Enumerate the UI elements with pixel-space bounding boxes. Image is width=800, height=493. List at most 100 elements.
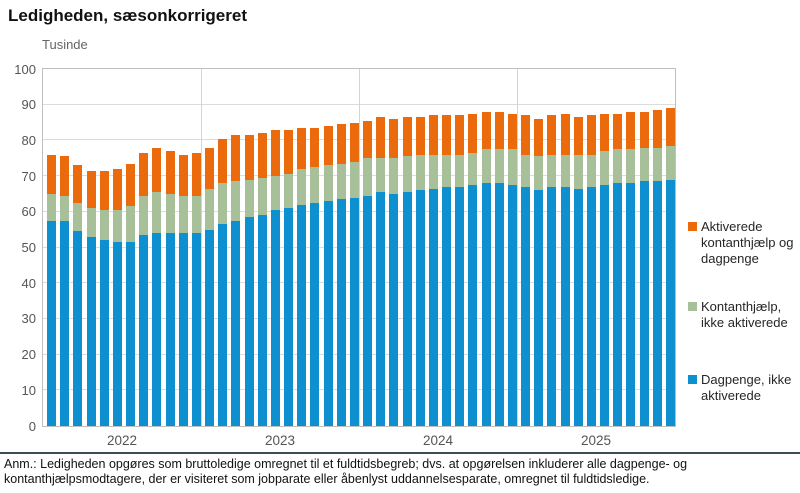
bar-segment-aktiverede	[60, 156, 70, 196]
bar-segment-aktiverede	[652, 110, 662, 148]
bar-segment-dagpenge	[494, 183, 504, 426]
bar-segment-dagpenge	[652, 181, 662, 426]
bar-segment-kontanthjaelp	[415, 154, 425, 191]
bar-segment-kontanthjaelp	[165, 193, 175, 234]
bar-segment-aktiverede	[99, 170, 109, 211]
bar-month-32	[455, 115, 465, 426]
bar-segment-kontanthjaelp	[86, 208, 96, 237]
x-tick-label-2022: 2022	[106, 433, 138, 448]
bar-segment-kontanthjaelp	[586, 154, 596, 187]
bar-segment-dagpenge	[112, 242, 122, 426]
bar-month-33	[468, 113, 478, 426]
bar-segment-aktiverede	[573, 117, 583, 155]
bar-segment-kontanthjaelp	[191, 195, 201, 234]
bar-month-13	[205, 147, 215, 426]
bar-segment-aktiverede	[639, 111, 649, 148]
bar-segment-kontanthjaelp	[626, 149, 636, 184]
footnote-divider	[0, 452, 800, 454]
bar-segment-kontanthjaelp	[126, 206, 136, 243]
bar-segment-aktiverede	[626, 111, 636, 150]
bar-month-20	[297, 127, 307, 426]
bar-segment-aktiverede	[507, 113, 517, 150]
bar-segment-kontanthjaelp	[389, 158, 399, 194]
bar-segment-aktiverede	[139, 152, 149, 196]
bar-segment-dagpenge	[389, 193, 399, 426]
bar-segment-dagpenge	[139, 235, 149, 426]
bar-segment-aktiverede	[112, 168, 122, 211]
bar-segment-kontanthjaelp	[60, 195, 70, 221]
bar-month-3	[73, 165, 83, 426]
bar-segment-kontanthjaelp	[442, 154, 452, 187]
bar-segment-aktiverede	[534, 119, 544, 157]
bar-month-35	[494, 111, 504, 426]
bar-segment-aktiverede	[73, 165, 83, 203]
bar-segment-dagpenge	[455, 186, 465, 426]
bar-segment-aktiverede	[402, 117, 412, 157]
bar-segment-kontanthjaelp	[665, 145, 675, 180]
bar-segment-kontanthjaelp	[139, 195, 149, 235]
plot-area	[42, 68, 676, 427]
bar-segment-aktiverede	[481, 111, 491, 150]
y-tick-label-90: 90	[21, 97, 36, 113]
bar-segment-kontanthjaelp	[205, 188, 215, 230]
bar-month-38	[534, 119, 544, 426]
bar-segment-dagpenge	[99, 240, 109, 426]
bar-segment-kontanthjaelp	[99, 210, 109, 241]
bar-segment-dagpenge	[205, 229, 215, 426]
bar-segment-dagpenge	[468, 185, 478, 426]
footnote: Anm.: Ledigheden opgøres som bruttoledig…	[4, 457, 798, 487]
bar-month-23	[336, 124, 346, 426]
bar-month-7	[126, 163, 136, 426]
bar-segment-kontanthjaelp	[573, 154, 583, 189]
bar-segment-kontanthjaelp	[468, 152, 478, 186]
bar-segment-aktiverede	[600, 113, 610, 152]
y-tick-label-50: 50	[21, 240, 36, 255]
bar-segment-aktiverede	[244, 135, 254, 180]
gridline-year-boundary	[359, 69, 360, 426]
bar-month-15	[231, 135, 241, 426]
bar-segment-kontanthjaelp	[534, 156, 544, 191]
x-tick-label-2023: 2023	[264, 433, 296, 448]
bar-segment-kontanthjaelp	[47, 193, 56, 221]
footnote-line-2: kontanthjælpsmodtagere, der er visiteret…	[4, 472, 650, 486]
bar-segment-dagpenge	[442, 186, 452, 426]
bar-month-45	[626, 111, 636, 426]
bar-month-1	[47, 154, 56, 426]
bar-segment-aktiverede	[297, 127, 307, 169]
bar-segment-aktiverede	[389, 119, 399, 159]
bar-segment-aktiverede	[442, 115, 452, 155]
bar-segment-kontanthjaelp	[639, 147, 649, 182]
bar-segment-aktiverede	[560, 113, 570, 155]
bar-segment-kontanthjaelp	[244, 179, 254, 218]
bar-segment-dagpenge	[60, 220, 70, 426]
bar-month-30	[428, 115, 438, 426]
bar-segment-aktiverede	[218, 138, 228, 184]
bar-segment-aktiverede	[231, 135, 241, 182]
bar-month-34	[481, 111, 491, 426]
bar-segment-dagpenge	[521, 186, 531, 426]
bar-segment-aktiverede	[336, 124, 346, 164]
bar-month-16	[244, 135, 254, 426]
bar-segment-aktiverede	[270, 129, 280, 177]
bar-segment-dagpenge	[126, 242, 136, 426]
bar-month-18	[270, 129, 280, 426]
legend-item: Dagpenge, ikke aktiverede	[688, 372, 800, 404]
x-tick-label-2024: 2024	[422, 433, 454, 448]
bar-segment-kontanthjaelp	[507, 149, 517, 186]
bar-segment-dagpenge	[336, 199, 346, 426]
bar-segment-dagpenge	[270, 210, 280, 426]
bar-segment-aktiverede	[415, 117, 425, 155]
bar-month-29	[415, 117, 425, 426]
bar-segment-kontanthjaelp	[270, 176, 280, 211]
bar-month-12	[191, 152, 201, 426]
bar-month-19	[284, 129, 294, 426]
bar-month-31	[442, 115, 452, 426]
gridline-year-boundary	[517, 69, 518, 426]
legend-label: Aktiverede kontanthjælp og dagpenge	[701, 219, 794, 266]
bar-segment-dagpenge	[560, 186, 570, 426]
bar-segment-dagpenge	[310, 202, 320, 426]
bar-month-11	[178, 154, 188, 426]
bar-segment-dagpenge	[626, 183, 636, 426]
bar-segment-dagpenge	[534, 190, 544, 426]
bar-segment-kontanthjaelp	[652, 147, 662, 182]
